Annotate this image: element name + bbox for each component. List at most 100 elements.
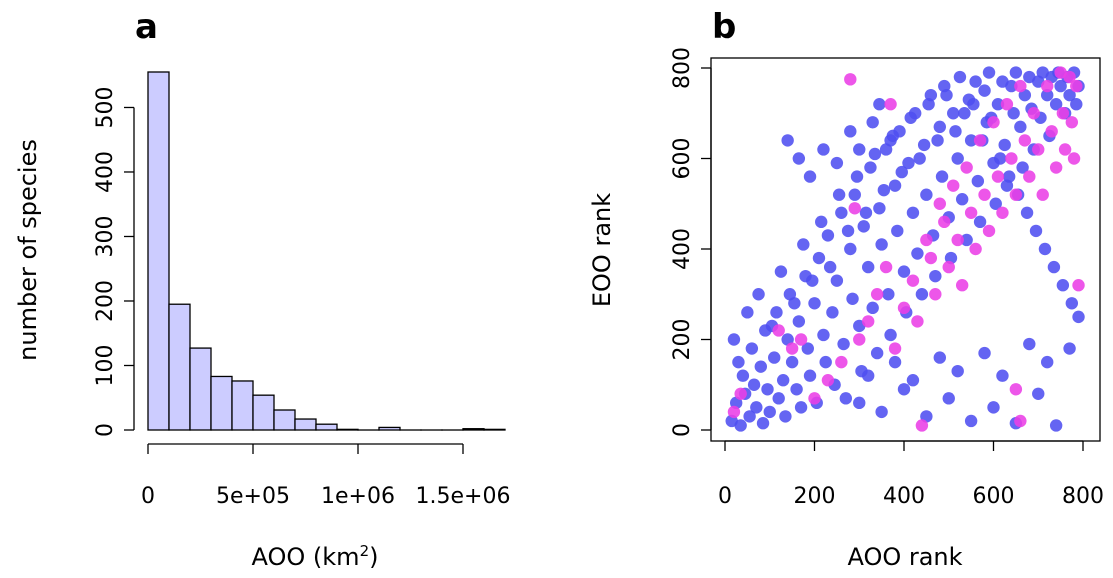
scatter-point-highlight — [772, 324, 785, 337]
scatter-point — [790, 383, 803, 396]
histogram-y-tick-label: 0 — [93, 423, 118, 437]
scatter-point — [752, 288, 765, 301]
scatter-point-highlight — [947, 179, 960, 192]
scatter-point — [862, 369, 875, 382]
scatter-point — [998, 138, 1011, 152]
scatter-point — [1009, 66, 1023, 79]
scatter-point — [1065, 297, 1079, 310]
histogram-x-tick-label: 5e+05 — [216, 484, 290, 509]
scatter-point — [953, 70, 967, 84]
scatter-point — [817, 328, 830, 342]
scatter-point — [897, 265, 911, 278]
scatter-point — [873, 98, 886, 111]
histogram-bar — [147, 71, 170, 431]
scatter-point — [844, 242, 857, 256]
scatter-point — [853, 396, 866, 410]
scatter-point — [922, 98, 935, 111]
scatter-point — [884, 134, 897, 147]
scatter-point — [763, 405, 776, 419]
scatter-point-highlight — [1049, 161, 1063, 174]
scatter-point — [862, 260, 875, 274]
scatter-y-tick-label: 800 — [670, 47, 695, 89]
scatter-point-highlight — [835, 355, 848, 369]
scatter-point-highlight — [1014, 79, 1027, 93]
scatter-point-highlight — [1041, 79, 1054, 93]
scatter-point-highlight — [1072, 279, 1085, 292]
scatter-point-highlight — [996, 206, 1009, 219]
scatter-point — [1014, 120, 1027, 134]
scatter-point — [846, 292, 859, 305]
scatter-point — [978, 84, 991, 97]
histogram-bar — [252, 394, 275, 431]
scatter-point — [837, 337, 850, 351]
scatter-point-highlight — [911, 315, 924, 328]
scatter-point — [797, 238, 810, 251]
scatter-point-highlight — [870, 288, 884, 301]
histogram-x-axis-title: AOO (km2) — [252, 542, 379, 571]
scatter-point-highlight — [785, 342, 799, 355]
scatter-point — [1038, 242, 1052, 256]
scatter-point — [967, 98, 980, 111]
scatter-point — [785, 355, 799, 369]
scatter-point — [920, 188, 933, 201]
scatter-point-highlight — [964, 206, 978, 219]
scatter-point — [1054, 79, 1067, 93]
scatter-point — [803, 369, 817, 382]
scatter-point-highlight — [982, 224, 996, 238]
scatter-point — [1002, 170, 1016, 183]
scatter-point-highlight — [1065, 116, 1079, 129]
scatter-point — [870, 346, 884, 360]
scatter-point — [835, 206, 848, 219]
scatter-point — [868, 147, 882, 161]
scatter-y-tick-label: 0 — [670, 423, 695, 437]
scatter-point-highlight — [1058, 143, 1072, 156]
scatter-point — [991, 98, 1005, 111]
scatter-point — [1029, 224, 1043, 238]
scatter-point — [987, 401, 1000, 414]
scatter-point-highlight — [888, 342, 902, 355]
histogram-bar — [336, 428, 359, 431]
panel-a-label: a — [135, 7, 158, 47]
histogram-bar — [189, 347, 212, 431]
scatter-y-tick-label: 200 — [670, 319, 695, 361]
scatter-point — [819, 355, 832, 369]
scatter-point — [951, 152, 964, 165]
scatter-x-tick-label: 600 — [973, 484, 1015, 509]
scatter-point — [736, 369, 750, 382]
scatter-point — [888, 179, 902, 192]
histogram-y-axis-title: number of species — [14, 139, 42, 361]
scatter-point — [803, 170, 817, 183]
scatter-point — [1049, 98, 1063, 111]
scatter-point-highlight — [808, 392, 821, 405]
scatter-point-highlight — [973, 134, 987, 147]
scatter-point — [839, 392, 853, 405]
scatter-y-tick-label: 600 — [670, 138, 695, 180]
scatter-point — [770, 306, 783, 319]
scatter-point-highlight — [1056, 107, 1070, 120]
scatter-point — [940, 88, 953, 102]
histogram-y-tick-label: 500 — [93, 86, 118, 128]
histogram-y-tick-label: 300 — [93, 215, 118, 257]
histogram-bar — [483, 428, 506, 431]
scatter-point — [841, 224, 855, 238]
scatter-point — [832, 188, 846, 201]
scatter-point — [877, 183, 891, 197]
scatter-point — [761, 383, 774, 396]
scatter-point — [933, 120, 946, 134]
scatter-point-highlight — [794, 333, 808, 346]
scatter-point-highlight — [1005, 152, 1018, 165]
scatter-point-highlight — [1009, 383, 1023, 396]
scatter-point-highlight — [853, 333, 866, 346]
scatter-point — [727, 333, 741, 346]
scatter-point — [1032, 387, 1045, 400]
scatter-point — [1072, 310, 1085, 324]
scatter-point — [973, 215, 987, 229]
scatter-point-highlight — [929, 288, 942, 301]
scatter-point-highlight — [844, 73, 857, 86]
scatter-point — [857, 220, 870, 233]
scatter-point — [969, 75, 982, 88]
scatter-point — [895, 165, 908, 179]
scatter-point — [1056, 279, 1070, 292]
scatter-point — [788, 297, 801, 310]
scatter-point — [772, 392, 785, 405]
